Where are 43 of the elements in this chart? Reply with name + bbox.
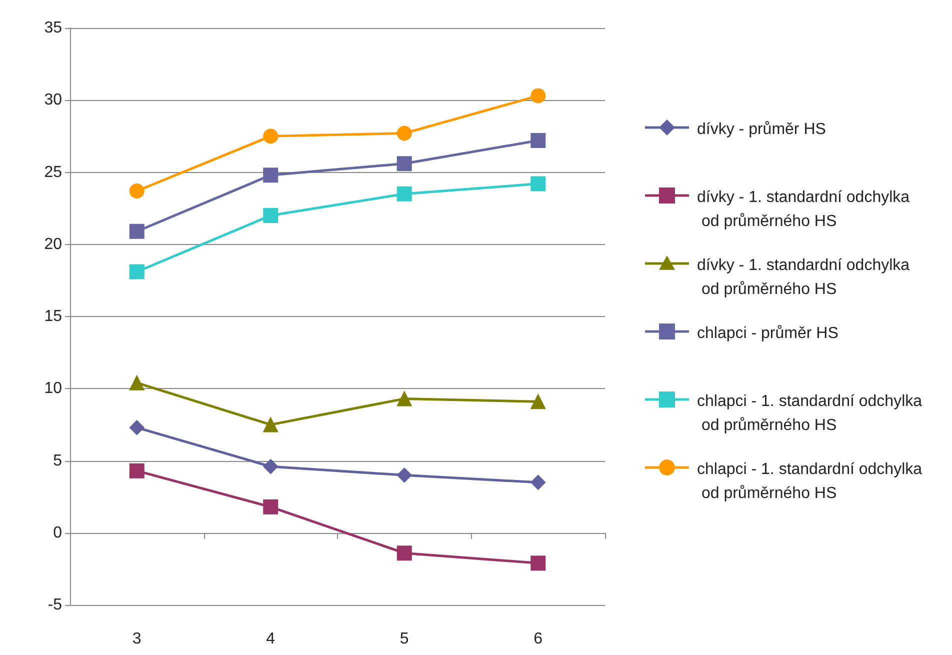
legend-label: chlapci - 1. standardní odchylka od průměrného HS [697, 393, 922, 434]
y-tick-label: 20 [44, 236, 62, 253]
point [263, 459, 278, 474]
legend-label: chlapci - průměr HS [697, 325, 838, 342]
point [530, 474, 546, 490]
point [263, 499, 278, 514]
point [530, 394, 546, 410]
y-tick-label: 5 [53, 452, 62, 470]
x-tick-label: 4 [266, 630, 276, 648]
y-tick-label: 35 [44, 20, 62, 36]
point [530, 556, 546, 571]
point [263, 417, 278, 432]
y-tick-label: 0 [53, 524, 62, 542]
x-tick-label: 6 [534, 630, 543, 648]
point [396, 156, 412, 172]
point [530, 88, 546, 104]
y-tick-label: 10 [44, 380, 62, 398]
point [263, 128, 278, 144]
point [530, 176, 546, 192]
point [396, 391, 412, 406]
x-tick-label: 3 [132, 630, 142, 648]
point [396, 468, 412, 483]
point [129, 224, 144, 239]
point [129, 420, 144, 436]
y-tick-label: 15 [44, 308, 62, 325]
point [129, 264, 144, 280]
legend-label: dívky - průměr HS [697, 121, 826, 138]
legend-label: dívky - 1. standardní odchylka od průměrného HS [697, 257, 910, 298]
point [129, 463, 144, 478]
y-tick-label: 25 [44, 164, 62, 181]
legend-label: dívky - 1. standardní odchylka od průměrného HS [697, 189, 910, 230]
y-tick-label: 30 [44, 92, 62, 109]
point [530, 133, 546, 148]
x-tick-label: 5 [400, 630, 409, 648]
point [129, 375, 144, 390]
point [129, 184, 144, 198]
point [263, 168, 278, 183]
point [263, 208, 278, 224]
point [396, 546, 412, 561]
point [396, 126, 412, 141]
legend-label: chlapci - 1. standardní odchylka od průměrného HS [697, 461, 922, 502]
point [396, 186, 412, 202]
y-tick-label: -5 [48, 596, 62, 614]
